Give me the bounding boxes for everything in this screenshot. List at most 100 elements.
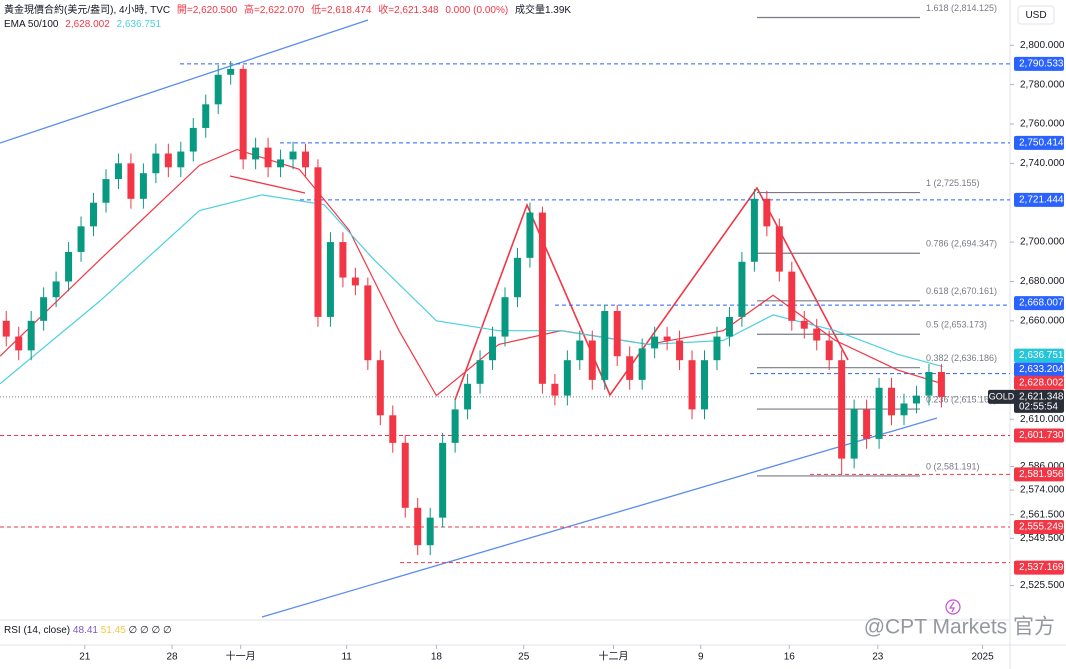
rsi-value: 48.41: [72, 625, 98, 636]
plot: 2,800.000 2,780.000 2,760.000 2,740.000 2,70…: [0, 3, 1065, 663]
symbol-tag: [988, 389, 1015, 404]
fib-label: 0.236 (2,615.167): [926, 394, 997, 404]
price-tag: [1014, 362, 1064, 377]
candle-body: [27, 320, 35, 351]
ohlc: 低=2,618.474: [311, 5, 372, 16]
rsi-label: RSI (14, close): [4, 625, 71, 636]
candle-body: [538, 212, 546, 384]
pattern-line: [454, 186, 849, 401]
y-tick-label: 2,700.000: [1020, 237, 1065, 248]
x-tick-label: 16: [784, 652, 796, 663]
x-tick-label: 21: [79, 652, 91, 663]
price-tag: [1014, 467, 1064, 482]
candle-body: [563, 360, 571, 396]
candle-body: [414, 507, 422, 546]
candle-body: [863, 409, 871, 439]
x-tick-label: 25: [518, 652, 530, 663]
candle-body: [364, 285, 372, 361]
y-tick-label: 2,586.000: [1020, 461, 1065, 472]
candle-body: [713, 336, 721, 361]
price-tag: [1014, 56, 1064, 71]
candle-body: [189, 127, 197, 152]
candle-body: [389, 415, 397, 443]
candle-body: [788, 271, 796, 321]
x-tick-label: 18: [431, 652, 443, 663]
price-tag-label: 2,628.002: [1019, 377, 1064, 388]
currency-label[interactable]: USD: [1025, 10, 1046, 21]
rsi-value: ∅ ∅ ∅ ∅: [128, 625, 172, 636]
price-tag-label: 2,790.533: [1019, 59, 1064, 70]
symbol-tag-label: GOLD: [989, 391, 1015, 401]
x-tick-label: 十一月: [226, 650, 256, 663]
candle-body: [52, 281, 60, 298]
candle-body: [937, 372, 945, 397]
price-tag-label: 2,537.169: [1019, 562, 1064, 573]
candle-body: [551, 383, 559, 396]
price-tag: [1014, 135, 1064, 150]
price-tag: [1014, 296, 1064, 311]
fib-label: 0.786 (2,694.347): [926, 239, 997, 249]
y-tick-label: 2,780.000: [1020, 79, 1065, 90]
candle-body: [277, 159, 285, 168]
trend-line: [0, 19, 369, 144]
candle-body: [239, 68, 247, 160]
candle-body: [289, 151, 297, 160]
price-tag-label: 2,555.249: [1019, 522, 1064, 533]
price-tag-label: 2,633.204: [1019, 364, 1064, 375]
candle-body: [426, 517, 434, 546]
candle-body: [888, 387, 896, 416]
candle-body: [775, 226, 783, 272]
candle-body: [401, 442, 409, 508]
candle-body: [90, 202, 98, 227]
candle-body: [177, 151, 185, 168]
volume: 成交量1.39K: [514, 5, 572, 16]
candle-body: [501, 297, 509, 337]
candle-body: [2, 320, 10, 337]
change: 0.000 (0.00%): [445, 5, 509, 16]
candle-body: [127, 163, 135, 199]
candle-body: [513, 257, 521, 298]
rsi-legend: RSI (14, close) 48.41 51.45 ∅ ∅ ∅ ∅: [4, 625, 172, 636]
y-tick-label: 2,574.000: [1020, 485, 1065, 496]
candle-body: [701, 360, 709, 410]
currency-button[interactable]: [1017, 5, 1055, 25]
event-icon[interactable]: [945, 599, 961, 615]
candle-body: [588, 340, 596, 380]
ohlc: 收=2,621.348: [378, 5, 439, 16]
candle-body: [351, 277, 359, 286]
ema-value: 2,636.751: [116, 19, 162, 30]
watermark: @CPT Markets 官方: [864, 616, 1055, 639]
x-tick-label: 十二月: [598, 650, 628, 663]
fib-label: 0.5 (2,653.173): [926, 320, 987, 330]
price-tag-label: 2,621.348: [1019, 392, 1064, 403]
candle-body: [576, 340, 584, 361]
price-tag: [1014, 428, 1064, 443]
candle-body: [651, 336, 659, 349]
price-tag-label: 2,750.414: [1019, 138, 1064, 149]
candle-body: [875, 387, 883, 439]
candle-body: [750, 198, 758, 262]
fib-label: 0.382 (2,636.186): [926, 353, 997, 363]
candle-body: [202, 104, 210, 128]
candle-body: [152, 153, 160, 174]
y-tick-label: 2,760.000: [1020, 119, 1065, 130]
candle-body: [825, 340, 833, 361]
candle-body: [114, 163, 122, 180]
candle-body: [688, 360, 696, 410]
symbol-title: 黃金現價合約(美元/盎司), 4小時, TVC: [4, 5, 171, 16]
candle-body: [489, 336, 497, 361]
y-tick-label: 2,740.000: [1020, 158, 1065, 169]
candle-body: [800, 320, 808, 329]
x-tick-label: 9: [698, 652, 704, 663]
candle-body: [439, 442, 447, 518]
candle-body: [663, 336, 671, 341]
candle-body: [813, 328, 821, 341]
x-tick-label: 2025: [971, 652, 994, 663]
candle-body: [164, 153, 172, 168]
candle-body: [476, 360, 484, 384]
x-tick-label: 11: [341, 652, 352, 663]
trend-line: [229, 175, 306, 194]
legend: 黃金現價合約(美元/盎司), 4小時, TVC 開=2,620.500 高=2,…: [4, 4, 575, 32]
price-tag-label: 2,601.730: [1019, 430, 1064, 441]
